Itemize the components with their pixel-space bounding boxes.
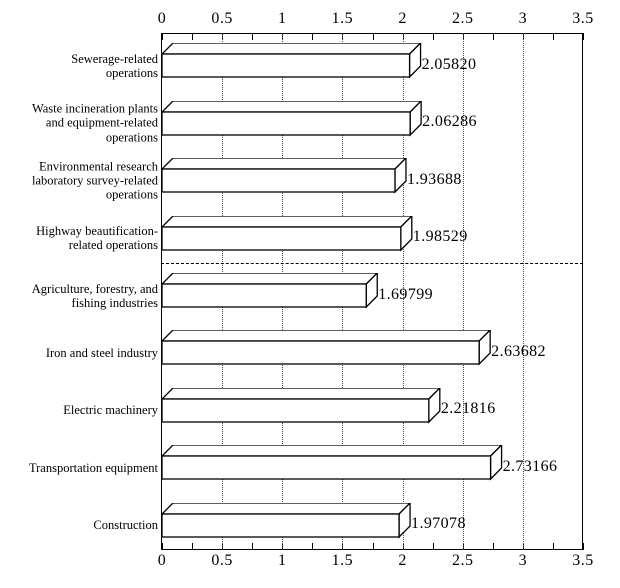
axis-tick — [372, 543, 374, 550]
category-label: Electric machinery — [11, 403, 161, 417]
category-label: Waste incineration plants and equipment-r… — [11, 102, 161, 145]
axis-tick — [252, 543, 254, 550]
category-label: Environmental research laboratory survey-… — [11, 159, 161, 202]
category-label-line: operations — [105, 65, 158, 80]
axis-tick — [583, 543, 584, 550]
axis-tick-label-bottom: 0 — [157, 552, 167, 569]
category-label-line: Iron and steel industry — [45, 345, 158, 360]
category-label-line: operations — [105, 130, 158, 145]
category-label-line: and equipment-related — [45, 116, 158, 131]
category-label: Transportation equipment — [11, 461, 161, 475]
bar-value-label: 2.73166 — [502, 457, 558, 475]
axis-tick — [162, 543, 163, 550]
gridline — [342, 33, 344, 550]
axis-tick-label-top: 1 — [278, 10, 287, 27]
category-label-line: Transportation equipment — [28, 460, 158, 475]
bar-value-label: 1.93688 — [406, 170, 462, 188]
gridline — [402, 33, 404, 550]
axis-tick-label-bottom: 0.5 — [211, 552, 233, 569]
axis-tick-label-bottom: 2 — [398, 552, 407, 569]
axis-tick-label-bottom: 3 — [518, 552, 528, 569]
bar-value-label: 1.97078 — [411, 515, 466, 533]
axis-tick-label-top: 2 — [398, 10, 407, 27]
bar-value-label: 2.05820 — [421, 55, 477, 73]
axis-tick-label-top: 2.5 — [451, 10, 474, 27]
axis-tick — [552, 543, 554, 550]
axis-tick — [192, 543, 194, 550]
category-label-line: fishing industries — [71, 295, 158, 310]
axis-tick — [162, 33, 163, 40]
axis-tick — [492, 543, 494, 550]
axis-tick-label-top: 3.5 — [572, 10, 594, 27]
axis-tick — [552, 33, 554, 40]
axis-tick-label-top: 0.5 — [211, 10, 233, 27]
category-label-line: Environmental research — [38, 159, 158, 174]
axis-tick — [372, 33, 374, 40]
axis-tick-label-top: 1.5 — [331, 10, 354, 27]
category-label: Agriculture, forestry, and fishing indust… — [11, 281, 161, 309]
axis-tick-label-bottom: 2.5 — [451, 552, 474, 569]
axis-tick — [583, 33, 584, 40]
axis-tick-label-top: 0 — [157, 10, 167, 27]
axis-tick-label-bottom: 1 — [278, 552, 287, 569]
axis-tick — [432, 543, 434, 550]
axis-tick-label-bottom: 1.5 — [331, 552, 354, 569]
category-label: Iron and steel industry — [11, 346, 161, 360]
category-label-line: laboratory survey-related — [32, 173, 158, 188]
category-label: Sewerage-related operations — [11, 52, 161, 80]
category-label-line: related operations — [68, 238, 158, 253]
group-separator-line — [161, 262, 583, 264]
category-label-line: Highway beautification- — [36, 223, 158, 238]
axis-tick — [492, 33, 494, 40]
category-label-line: Waste incineration plants — [31, 101, 158, 116]
axis-tick-label-top: 3 — [518, 10, 528, 27]
gridline — [222, 33, 224, 550]
axis-tick-label-bottom: 3.5 — [572, 552, 594, 569]
category-label-line: operations — [105, 187, 158, 202]
category-label-line: Agriculture, forestry, and — [31, 281, 158, 296]
category-label: Construction — [11, 518, 161, 532]
axis-tick — [192, 33, 194, 40]
bar-value-label: 2.21816 — [440, 400, 496, 418]
bar-value-label: 1.69799 — [378, 285, 434, 303]
category-label-line: Sewerage-related — [71, 51, 158, 66]
bar-value-label: 1.98529 — [412, 228, 468, 246]
gridline — [282, 33, 284, 550]
bar-value-label: 2.06286 — [422, 113, 477, 131]
axis-tick — [432, 33, 434, 40]
category-label-line: Construction — [93, 518, 158, 533]
axis-tick — [312, 543, 314, 550]
gridline — [522, 33, 524, 550]
axis-tick — [312, 33, 314, 40]
axis-tick — [252, 33, 254, 40]
gridline — [462, 33, 464, 550]
category-label: Highway beautification-related operation… — [11, 224, 161, 252]
bar-value-label: 2.63682 — [491, 342, 546, 360]
plot-area — [161, 33, 583, 550]
category-label-line: Electric machinery — [63, 403, 158, 418]
